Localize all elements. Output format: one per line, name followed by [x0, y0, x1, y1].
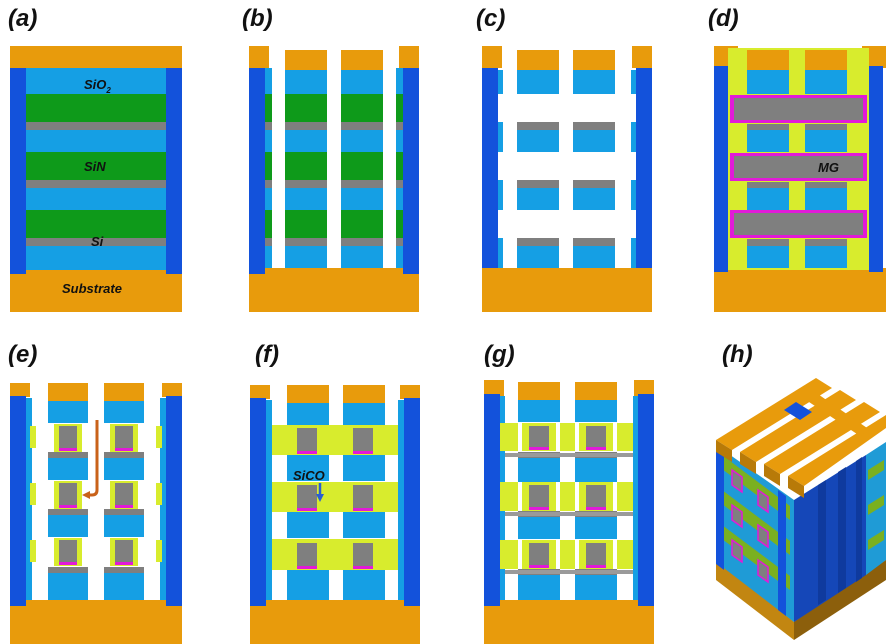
- panel-e-stack: [10, 383, 182, 644]
- panel-c-stack: [482, 46, 652, 312]
- panel-label-g: (g): [484, 341, 515, 368]
- sin-label: SiN: [84, 159, 106, 174]
- panel-h-3d-view: [716, 378, 886, 640]
- panel-g-stack: [484, 380, 654, 644]
- panel-label-a: (a): [8, 5, 37, 32]
- panel-label-h: (h): [722, 341, 753, 368]
- mg-label: MG: [818, 160, 839, 175]
- panel-label-f: (f): [255, 341, 279, 368]
- panel-b-stack: [249, 46, 419, 312]
- panel-d-stack: [714, 46, 886, 312]
- sico-label: SiCO: [293, 468, 325, 483]
- panel-f-stack: [250, 385, 420, 644]
- panel-label-e: (e): [8, 341, 37, 368]
- panel-a-stack: [10, 46, 182, 312]
- si-label: Si: [91, 234, 104, 249]
- sio2-label: SiO2: [84, 77, 111, 95]
- panel-label-c: (c): [476, 5, 505, 32]
- etch-arrow-icon: [82, 420, 99, 499]
- substrate-label: Substrate: [62, 281, 122, 296]
- panel-label-d: (d): [708, 5, 739, 32]
- panel-label-b: (b): [242, 5, 273, 32]
